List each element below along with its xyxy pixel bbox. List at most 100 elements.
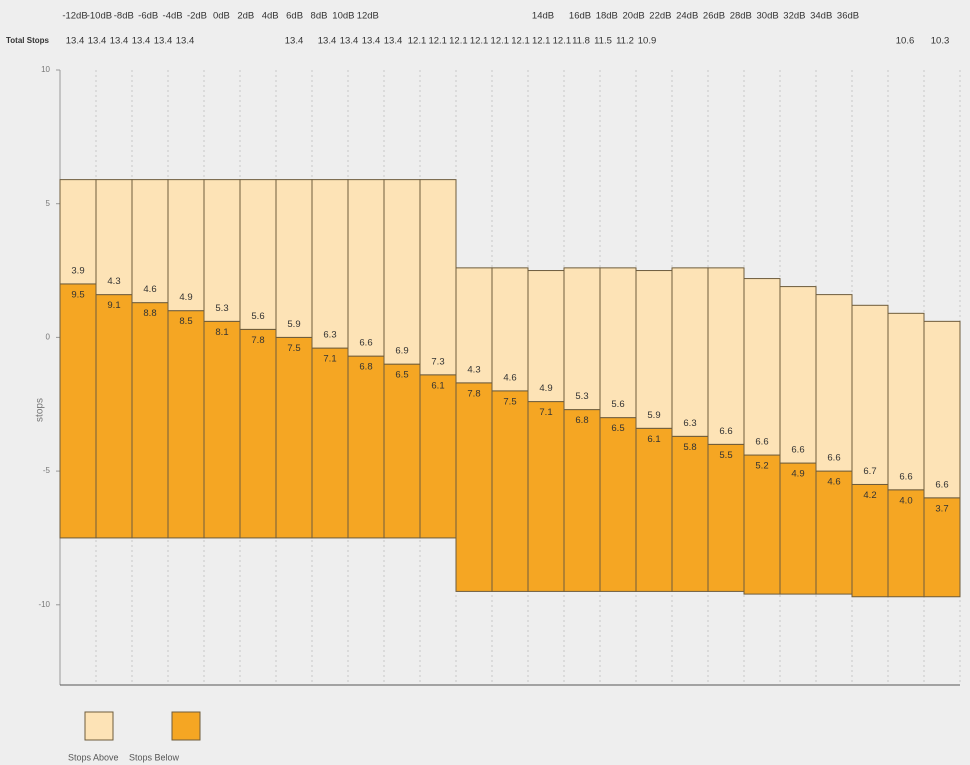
value-label-below: 8.5: [179, 316, 192, 327]
value-label-below: 6.1: [647, 434, 660, 445]
bar-below: [383, 363, 421, 539]
gain-label: 12dB: [357, 11, 379, 22]
bar-above: [275, 179, 313, 338]
value-label-below: 5.8: [683, 442, 696, 453]
bar-below: [527, 401, 565, 592]
bar-above: [527, 270, 565, 403]
value-label-above: 6.3: [323, 330, 336, 341]
bar-below: [887, 489, 925, 598]
legend-swatch: [171, 711, 201, 741]
total-stops: 12.1: [449, 36, 468, 47]
value-label-below: 7.8: [467, 388, 480, 399]
gain-label: 30dB: [757, 11, 779, 22]
value-label-above: 6.6: [935, 479, 948, 490]
value-label-above: 4.6: [143, 284, 156, 295]
bar-above: [491, 267, 529, 392]
total-stops: 13.4: [318, 36, 337, 47]
gain-label: 24dB: [676, 11, 698, 22]
value-label-above: 6.6: [359, 338, 372, 349]
value-label-below: 7.1: [539, 407, 552, 418]
bar-below: [491, 390, 529, 592]
bar-above: [383, 179, 421, 365]
total-stops: 12.1: [553, 36, 572, 47]
value-label-below: 4.2: [863, 490, 876, 501]
value-label-below: 8.8: [143, 308, 156, 319]
bar-below: [167, 310, 205, 539]
total-stops: 13.4: [66, 36, 85, 47]
total-stops: 13.4: [176, 36, 195, 47]
value-label-above: 7.3: [431, 356, 444, 367]
bar-above: [131, 179, 169, 304]
bar-below: [923, 497, 961, 598]
value-label-below: 7.5: [287, 343, 300, 354]
bar-above: [203, 179, 241, 322]
value-label-above: 5.3: [215, 303, 228, 314]
total-stops: 10.3: [931, 36, 950, 47]
value-label-below: 6.8: [575, 415, 588, 426]
y-tick-label: 0: [46, 333, 51, 342]
bar-above: [851, 304, 889, 485]
gain-label: 26dB: [703, 11, 725, 22]
y-axis-label: stops: [35, 398, 46, 422]
bar-above: [563, 267, 601, 411]
bar-below: [311, 347, 349, 539]
legend-swatch: [84, 711, 114, 741]
value-label-below: 6.5: [395, 370, 408, 381]
bar-above: [599, 267, 637, 419]
bar-above: [59, 179, 97, 285]
value-label-below: 8.1: [215, 327, 228, 338]
value-label-above: 6.6: [719, 426, 732, 437]
total-stops: 13.4: [110, 36, 129, 47]
total-stops: 10.9: [638, 36, 657, 47]
bar-below: [743, 454, 781, 595]
bar-above: [167, 179, 205, 312]
value-label-below: 9.5: [71, 289, 84, 300]
gain-label: 4dB: [262, 11, 279, 22]
gain-label: -8dB: [114, 11, 134, 22]
gain-label: 14dB: [532, 11, 554, 22]
y-tick-label: 10: [41, 65, 50, 74]
bar-above: [311, 179, 349, 349]
gain-label: 2dB: [237, 11, 254, 22]
bar-below: [419, 374, 457, 539]
gain-label: -2dB: [187, 11, 207, 22]
total-stops: 12.1: [491, 36, 510, 47]
value-label-above: 4.9: [179, 292, 192, 303]
total-stops: 11.2: [616, 36, 634, 47]
total-stops: 12.1: [428, 36, 447, 47]
value-label-above: 4.6: [503, 372, 516, 383]
value-label-above: 4.3: [107, 276, 120, 287]
value-label-above: 4.3: [467, 364, 480, 375]
total-stops: 13.4: [340, 36, 359, 47]
gain-label: 10dB: [332, 11, 354, 22]
value-label-below: 7.8: [251, 335, 264, 346]
value-label-below: 4.0: [899, 495, 912, 506]
value-label-above: 6.6: [899, 471, 912, 482]
value-label-above: 5.9: [647, 410, 660, 421]
value-label-above: 6.7: [863, 466, 876, 477]
value-label-above: 5.6: [611, 399, 624, 410]
total-stops: 13.4: [285, 36, 304, 47]
total-stops: 12.1: [470, 36, 489, 47]
bar-below: [707, 443, 745, 592]
total-stops: 12.1: [511, 36, 530, 47]
total-stops: 13.4: [132, 36, 151, 47]
gain-label: -12dB: [62, 11, 87, 22]
total-stops: 13.4: [88, 36, 107, 47]
bar-below: [635, 427, 673, 592]
value-label-above: 3.9: [71, 265, 84, 276]
bar-below: [599, 417, 637, 592]
bar-below: [671, 435, 709, 592]
total-stops: 13.4: [384, 36, 403, 47]
value-label-below: 7.5: [503, 396, 516, 407]
value-label-below: 9.1: [107, 300, 120, 311]
value-label-below: 6.5: [611, 423, 624, 434]
gain-label: 20dB: [623, 11, 645, 22]
gain-label: 0dB: [213, 11, 230, 22]
bar-below: [563, 409, 601, 592]
total-stops: 11.5: [594, 36, 612, 47]
y-tick-label: 5: [46, 199, 51, 208]
bar-above: [95, 179, 133, 296]
bar-above: [743, 278, 781, 456]
